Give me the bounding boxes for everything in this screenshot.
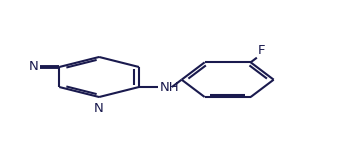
Text: N: N xyxy=(28,61,38,73)
Text: NH: NH xyxy=(160,81,179,93)
Text: F: F xyxy=(258,44,266,57)
Text: N: N xyxy=(94,102,104,115)
